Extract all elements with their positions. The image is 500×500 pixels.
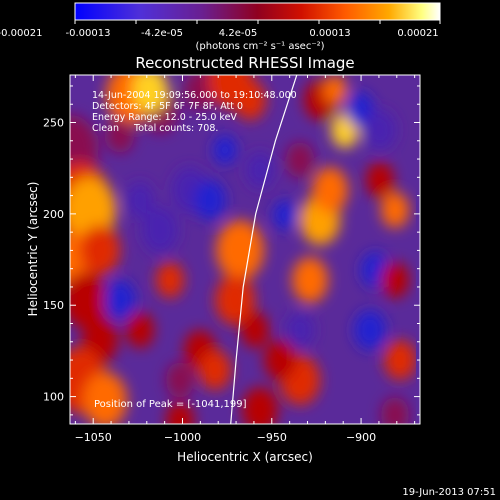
heatmap-blob <box>70 272 107 328</box>
colorbar-tick-label: -0.00021 <box>0 28 42 39</box>
x-tick-label: −1000 <box>164 431 201 444</box>
x-axis-label: Heliocentric X (arcsec) <box>177 450 313 464</box>
annotation-time: 14-Jun-2004 19:09:56.000 to 19:10:48.000 <box>92 90 297 101</box>
colorbar: -0.00021 -0.00013 -4.2e-05 4.2e-05 0.00013 0.… <box>0 2 441 52</box>
heatmap-blob <box>156 262 184 298</box>
colorbar-tick-label: 0.00013 <box>309 28 350 39</box>
axis-ticks: −1050 −1000 −950 −900 100 150 200 250 <box>43 75 420 444</box>
heatmap-blob <box>83 372 127 424</box>
heatmap-blob <box>381 262 409 298</box>
colorbar-tick-label: -4.2e-05 <box>141 28 183 39</box>
colorbar-ticks: -0.00021 -0.00013 -4.2e-05 4.2e-05 0.00013 0.… <box>0 20 441 39</box>
colorbar-unit-label: (photons cm⁻² s⁻¹ asec⁻²) <box>195 41 324 52</box>
heatmap-blob <box>80 225 120 275</box>
heatmap-blob <box>126 312 154 348</box>
heatmap-blob <box>166 362 194 398</box>
heatmap-blob <box>366 162 394 198</box>
heatmap-blob <box>215 275 255 325</box>
heatmap-blob <box>106 117 134 153</box>
y-tick-label: 150 <box>43 299 64 312</box>
heatmap-blob <box>292 257 328 303</box>
heatmap-blob <box>142 207 178 253</box>
heatmap-blob <box>216 220 264 280</box>
chart-title: Reconstructed RHESSI Image <box>135 54 354 72</box>
heatmap-blob <box>273 200 297 230</box>
heatmap-blob <box>166 402 194 424</box>
y-tick-label: 200 <box>43 208 64 221</box>
heatmap-blob <box>242 387 278 424</box>
heatmap-blob <box>126 182 154 218</box>
heatmap-blob <box>199 350 231 390</box>
y-tick-label: 250 <box>43 117 64 130</box>
annotation-clean: Clean Total counts: 708. <box>92 123 218 134</box>
heatmap-blob <box>381 192 409 228</box>
x-tick-label: −950 <box>257 431 287 444</box>
heatmap-blob <box>234 80 266 120</box>
plot-area: −1050 −1000 −950 −900 100 150 200 250 14-Jun-20… <box>43 74 421 444</box>
y-tick-label: 100 <box>43 391 64 404</box>
x-tick-label: −900 <box>346 431 376 444</box>
heatmap-blob <box>323 75 347 105</box>
x-tick-label: −1050 <box>75 431 112 444</box>
heatmap-blob <box>104 280 136 320</box>
y-axis-label: Heliocentric Y (arcsec) <box>26 182 40 317</box>
heatmap-blob <box>312 167 348 213</box>
heatmap-blob <box>381 397 409 424</box>
info-annotations: 14-Jun-2004 19:09:56.000 to 19:10:48.000… <box>92 90 297 134</box>
heatmap-blob <box>264 340 296 380</box>
plot-frame <box>69 74 421 425</box>
heatmap-image <box>70 75 416 424</box>
colorbar-tick-label: 0.00021 <box>397 28 438 39</box>
colorbar-gradient <box>74 2 441 21</box>
heatmap-blob <box>384 340 416 380</box>
heatmap-blob <box>241 312 269 348</box>
solar-limb-curve <box>230 75 298 424</box>
colorbar-tick-label: 4.2e-05 <box>219 28 257 39</box>
heatmap-blob <box>354 310 386 350</box>
heatmap-blob <box>286 312 314 348</box>
annotation-energy: Energy Range: 12.0 - 25.0 keV <box>92 112 237 123</box>
heatmap-blob <box>246 152 274 188</box>
peak-position-label: Position of Peak = [-1041,199] <box>94 399 247 410</box>
heatmap-blob <box>194 180 226 220</box>
timestamp: 19-Jun-2013 07:51 <box>402 487 496 498</box>
heatmap-blob <box>132 75 168 113</box>
heatmap-blob <box>213 135 237 165</box>
heatmap-blob <box>184 75 216 110</box>
heatmap-blob <box>286 142 314 178</box>
colorbar-tick-label: -0.00013 <box>66 28 111 39</box>
heatmap-blob <box>364 110 396 150</box>
annotation-detectors: Detectors: 4F 5F 6F 7F 8F, Att 0 <box>92 101 243 112</box>
